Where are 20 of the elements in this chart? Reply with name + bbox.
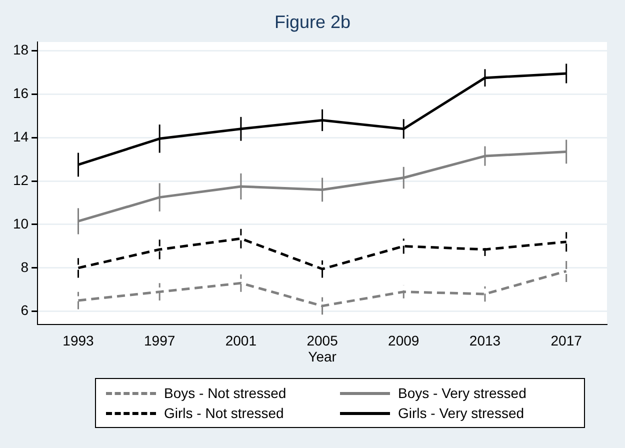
x-axis-title: Year (308, 348, 337, 364)
y-tick-label: 18 (12, 42, 29, 58)
y-tick-label: 6 (20, 302, 29, 318)
x-tick-label: 2013 (469, 332, 501, 349)
chart-title: Figure 2b (273, 12, 352, 33)
y-tick-label: 8 (20, 258, 29, 275)
y-tick-label: 14 (12, 128, 29, 144)
x-tick-label: 2017 (550, 332, 582, 349)
x-tick-label: 2005 (306, 332, 338, 349)
x-tick-label: 1997 (144, 332, 176, 349)
x-tick-label: 2001 (225, 332, 257, 349)
y-tick-label: 16 (12, 84, 29, 101)
legend-label: Boys - Not stressed (164, 385, 286, 401)
x-tick-label: 2009 (388, 332, 420, 349)
legend-label: Girls - Not stressed (164, 405, 284, 421)
x-tick-label: 1993 (62, 332, 94, 349)
y-tick-label: 10 (12, 215, 29, 232)
y-tick-label: 12 (12, 172, 29, 188)
legend-label: Girls - Very stressed (398, 405, 524, 421)
legend-label: Boys - Very stressed (398, 385, 526, 401)
